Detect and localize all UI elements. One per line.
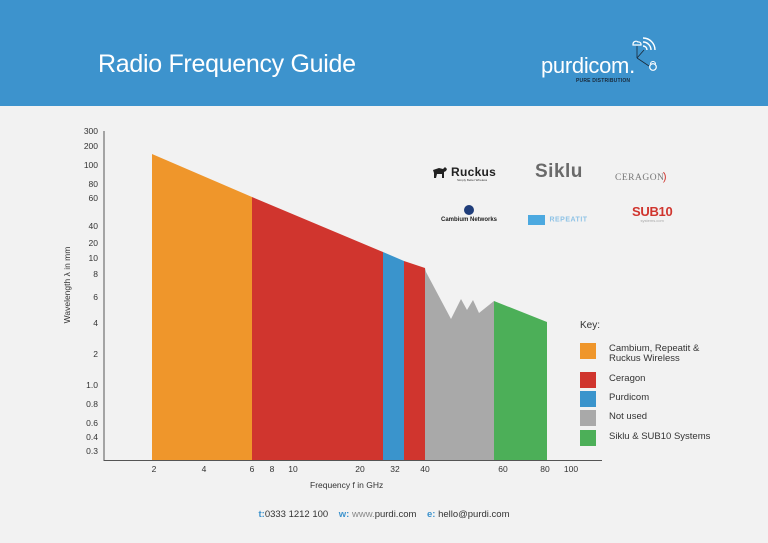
y-tick: 4 — [93, 318, 98, 328]
web-prefix: www. — [351, 509, 375, 520]
siklu-logo: Siklu — [535, 161, 583, 182]
sub10-logo: SUB10 systems.com — [632, 204, 673, 223]
sub10-tagline: systems.com — [640, 218, 664, 223]
series-ceragon-b — [404, 261, 425, 460]
phone-number[interactable]: 0333 1212 100 — [264, 509, 329, 520]
y-tick: 1.0 — [86, 380, 98, 390]
series-purdicom — [383, 252, 404, 460]
legend-label: Not used — [609, 411, 648, 422]
y-tick: 200 — [83, 141, 98, 151]
ruckus-logo: Ruckus Simply Better Wireless — [431, 164, 503, 184]
y-tick: 40 — [88, 221, 98, 231]
ceragon-swoosh-icon: ) — [662, 171, 667, 183]
x-tick: 40 — [420, 464, 430, 474]
legend-title: Key: — [580, 320, 601, 331]
y-tick: 2 — [93, 349, 98, 359]
x-tick: 20 — [355, 464, 365, 474]
y-tick: 0.4 — [86, 432, 98, 442]
logo-tagline: PURE DISTRIBUTION — [576, 78, 631, 84]
y-tick: 8 — [93, 269, 98, 279]
cambium-globe-icon — [464, 205, 474, 215]
series-ceragon-a — [252, 197, 383, 460]
email-key: e: — [426, 509, 436, 520]
legend-label: Cambium, Repeatit & Ruckus Wireless — [609, 343, 700, 364]
y-tick: 0.3 — [86, 446, 98, 456]
legend-label: Siklu & SUB10 Systems — [609, 431, 711, 442]
phone-key: t: — [258, 509, 265, 520]
legend-item: Not used — [580, 410, 749, 426]
y-tick: 0.6 — [86, 418, 98, 428]
page-title: Radio Frequency Guide — [98, 50, 356, 78]
y-tick: 20 — [88, 238, 98, 248]
x-tick: 4 — [201, 464, 207, 474]
ceragon-name: CERAGON — [615, 173, 665, 183]
x-tick: 6 — [249, 464, 255, 474]
legend-swatch — [580, 410, 596, 426]
x-tick: 32 — [390, 464, 400, 474]
y-tick: 80 — [88, 179, 98, 189]
x-tick: 2 — [151, 464, 157, 474]
y-tick: 0.8 — [86, 399, 98, 409]
y-tick: 60 — [88, 193, 98, 203]
x-axis-label: Frequency f in GHz — [310, 480, 384, 490]
legend-item: Ceragon — [580, 372, 749, 388]
legend-swatch — [580, 430, 596, 446]
network-icon — [632, 37, 657, 71]
ruckus-name: Ruckus — [451, 165, 497, 179]
purdicom-logo: purdicom. PURE DISTRIBUTION — [541, 36, 671, 86]
x-tick: 60 — [498, 464, 508, 474]
legend-item: Purdicom — [580, 391, 749, 407]
chart-legend: Key: Cambium, Repeatit & Ruckus Wireless… — [580, 320, 710, 446]
x-tick: 10 — [288, 464, 298, 474]
legend-item: Siklu & SUB10 Systems — [580, 430, 749, 446]
sub10-name: SUB10 — [632, 204, 673, 219]
contact-footer: t:0333 1212 100 w: www.purdi.com e: hell… — [0, 509, 768, 520]
ceragon-logo: CERAGON ) — [615, 167, 673, 185]
series-siklu-sub10 — [494, 301, 547, 460]
website-link[interactable]: purdi.com — [374, 509, 417, 520]
y-tick: 300 — [83, 126, 98, 136]
logo-wordmark: purdicom. — [541, 53, 635, 78]
legend-label: Ceragon — [609, 373, 646, 384]
series-not-used — [425, 268, 494, 460]
y-tick: 6 — [93, 292, 98, 302]
web-key: w: — [338, 509, 350, 520]
x-tick: 100 — [563, 464, 579, 474]
y-tick: 10 — [88, 253, 98, 263]
x-tick: 80 — [540, 464, 550, 474]
legend-swatch — [580, 343, 596, 359]
y-tick: 100 — [83, 160, 98, 170]
repeatit-logo: REPEATIT — [528, 211, 588, 229]
cambium-logo: Cambium Networks — [433, 205, 505, 223]
ruckus-tagline: Simply Better Wireless — [457, 178, 488, 182]
repeatit-mark-icon — [528, 214, 545, 225]
header-banner: Radio Frequency Guide purdicom. PURE DIS… — [0, 0, 768, 106]
y-axis-label: Wavelength λ in mm — [62, 246, 72, 324]
series-cambium-repeatit-ruckus — [152, 154, 252, 460]
legend-item: Cambium, Repeatit & Ruckus Wireless — [580, 343, 729, 364]
x-tick: 8 — [269, 464, 275, 474]
legend-swatch — [580, 372, 596, 388]
dog-icon — [433, 167, 447, 178]
legend-swatch — [580, 391, 596, 407]
email-link[interactable]: hello@purdi.com — [438, 509, 510, 520]
cambium-name: Cambium Networks — [440, 217, 497, 223]
legend-label: Purdicom — [609, 392, 650, 403]
repeatit-name: REPEATIT — [549, 216, 588, 224]
